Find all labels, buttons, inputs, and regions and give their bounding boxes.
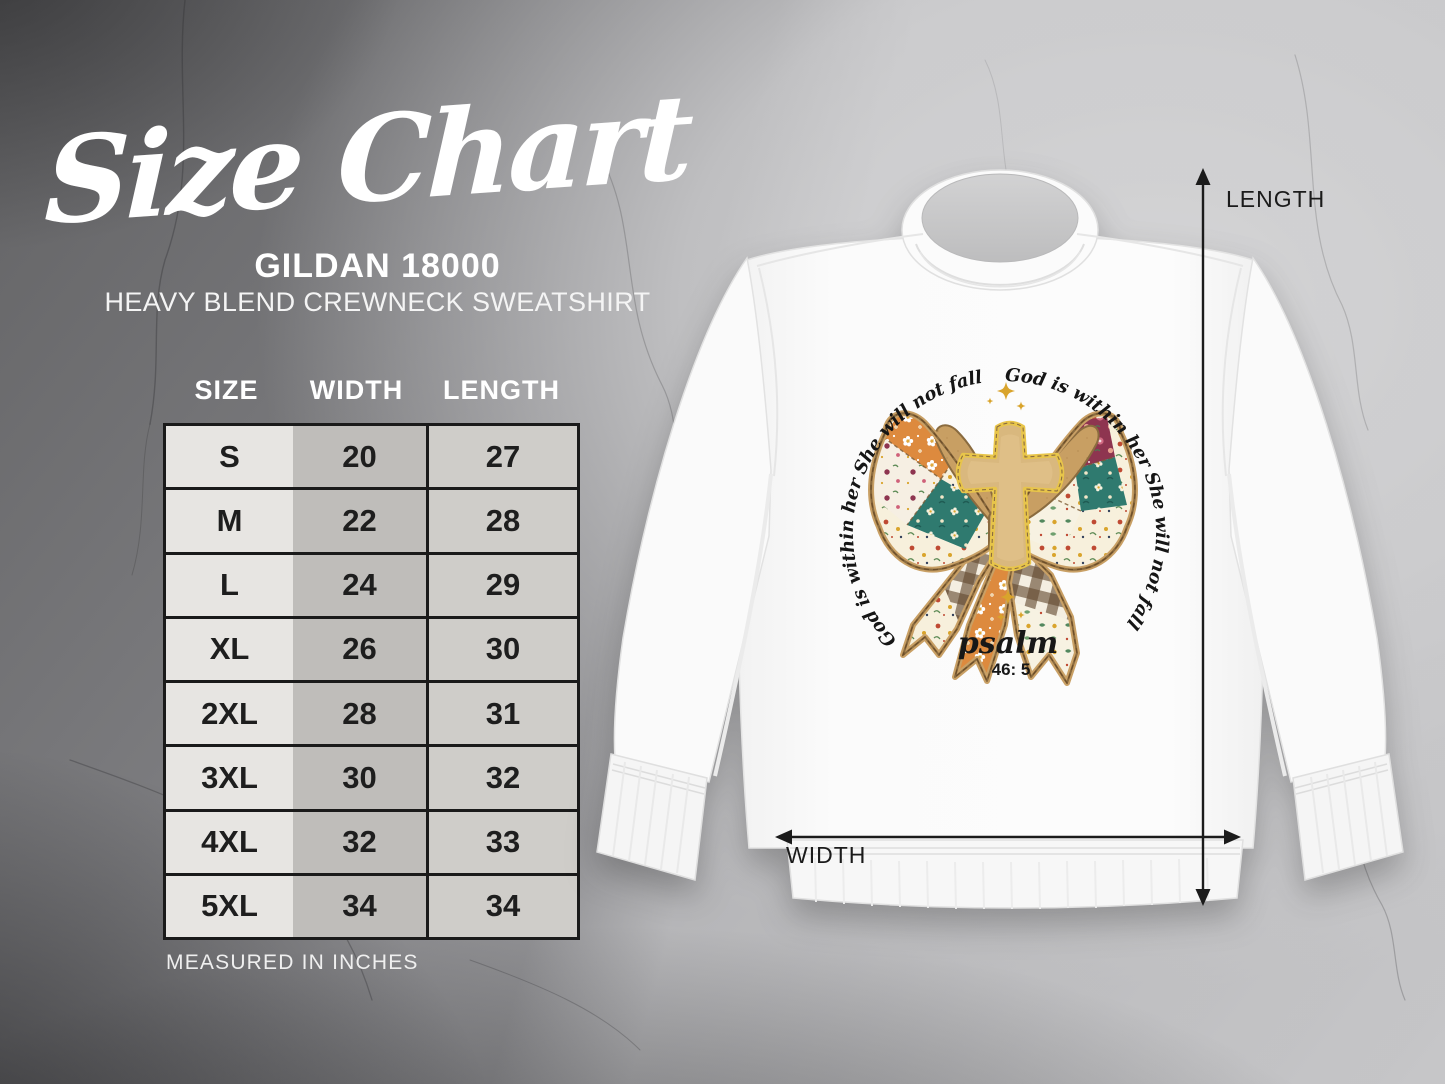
cell-length: 32 <box>426 747 577 809</box>
collar <box>756 169 1244 291</box>
cell-size: 4XL <box>166 811 293 873</box>
product-name: GILDAN 18000 <box>254 247 501 285</box>
cell-length: 27 <box>426 426 577 488</box>
product-subtitle: HEAVY BLEND CREWNECK SWEATSHIRT <box>104 287 651 317</box>
table-row: XL 26 30 <box>166 618 577 683</box>
size-table: S 20 27 M 22 28 L 24 29 XL 26 30 2XL 28 … <box>163 423 580 940</box>
column-header-length: LENGTH <box>443 375 560 405</box>
cell-length: 30 <box>426 618 577 680</box>
right-sleeve <box>1221 256 1404 881</box>
left-sleeve <box>596 256 779 881</box>
size-table-header: SIZE WIDTH LENGTH <box>163 368 580 412</box>
hem-band <box>786 839 1244 910</box>
length-label: LENGTH <box>1226 186 1326 212</box>
table-row: 3XL 30 32 <box>166 747 577 812</box>
cell-size: XL <box>166 618 293 680</box>
cross-icon <box>955 420 1065 572</box>
column-header-size: SIZE <box>194 375 259 405</box>
cell-size: L <box>166 554 293 616</box>
verse-ref: 46: 5 <box>992 660 1031 679</box>
cell-size: 2XL <box>166 683 293 745</box>
script-title: Size Chart <box>43 67 696 252</box>
column-header-width: WIDTH <box>309 375 404 405</box>
cell-length: 34 <box>426 875 577 937</box>
cell-width: 22 <box>293 490 426 552</box>
left-cuff <box>596 753 708 881</box>
cell-length: 31 <box>426 683 577 745</box>
bow-loop-left <box>858 390 1013 585</box>
table-row: L 24 29 <box>166 554 577 619</box>
table-row: S 20 27 <box>166 426 577 491</box>
cell-width: 34 <box>293 875 426 937</box>
cell-width: 24 <box>293 554 426 616</box>
verse-word: psalm <box>958 626 1058 661</box>
cell-size: S <box>166 426 293 488</box>
cell-width: 20 <box>293 426 426 488</box>
right-cuff <box>1292 753 1404 881</box>
cell-width: 28 <box>293 683 426 745</box>
table-row: 5XL 34 34 <box>166 875 577 937</box>
cell-size: 3XL <box>166 747 293 809</box>
cell-length: 28 <box>426 490 577 552</box>
cell-width: 30 <box>293 747 426 809</box>
table-row: M 22 28 <box>166 490 577 555</box>
sweatshirt-mockup: God is within her She will not fall God … <box>596 169 1404 910</box>
cell-size: M <box>166 490 293 552</box>
cell-size: 5XL <box>166 875 293 937</box>
table-row: 2XL 28 31 <box>166 683 577 748</box>
cell-length: 33 <box>426 811 577 873</box>
neck-opening <box>921 173 1079 263</box>
width-label: WIDTH <box>786 842 867 868</box>
table-footnote: MEASURED IN INCHES <box>166 951 419 974</box>
table-row: 4XL 32 33 <box>166 811 577 876</box>
cell-width: 32 <box>293 811 426 873</box>
cell-length: 29 <box>426 554 577 616</box>
cell-width: 26 <box>293 618 426 680</box>
